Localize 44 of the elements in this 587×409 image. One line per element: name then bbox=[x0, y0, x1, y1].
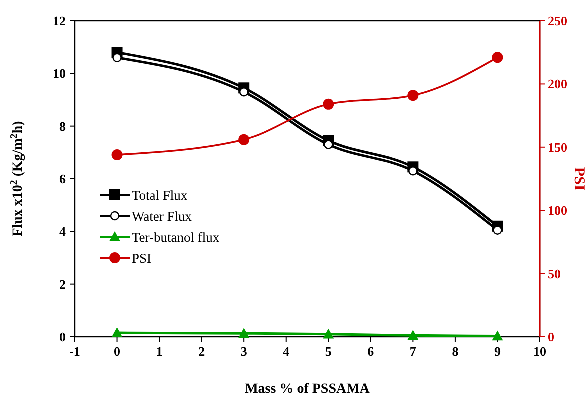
x-tick-label: 0 bbox=[114, 344, 121, 359]
y-tick-label: 2 bbox=[60, 276, 66, 292]
y-tick-label: 4 bbox=[60, 224, 66, 240]
point bbox=[492, 330, 504, 341]
point bbox=[239, 88, 249, 97]
y2-axis-title: PSI bbox=[571, 167, 587, 191]
point bbox=[408, 166, 418, 176]
point bbox=[323, 98, 334, 110]
point bbox=[238, 328, 250, 338]
x-tick-label: 2 bbox=[198, 344, 206, 359]
legend-label: Ter-butanol flux bbox=[132, 230, 220, 245]
x-tick-label: 5 bbox=[325, 344, 332, 359]
point bbox=[323, 328, 334, 339]
x-tick-label: 6 bbox=[368, 344, 375, 359]
x-axis-title: Mass % of PSSAMA bbox=[245, 382, 371, 397]
point bbox=[112, 149, 123, 160]
y2-tick-label: 0 bbox=[548, 330, 554, 344]
x-tick-label: -1 bbox=[70, 344, 80, 359]
y2-tick-label: 250 bbox=[548, 14, 568, 28]
point bbox=[408, 90, 419, 102]
x-tick-label: 10 bbox=[534, 344, 546, 359]
x-tick-label: 3 bbox=[240, 344, 248, 359]
point bbox=[324, 140, 334, 150]
y-tick-label: 8 bbox=[60, 118, 66, 134]
point bbox=[492, 52, 504, 64]
x-tick-label: 4 bbox=[283, 344, 290, 359]
x-tick-label: 8 bbox=[452, 344, 460, 359]
legend-label: Total Flux bbox=[132, 188, 188, 203]
y-tick-label: 6 bbox=[60, 172, 66, 186]
y-tick-label: 0 bbox=[60, 330, 66, 344]
legend-label: PSI bbox=[132, 251, 152, 266]
y2-tick-label: 100 bbox=[548, 203, 568, 218]
y2-tick-label: 150 bbox=[548, 140, 568, 155]
x-tick-label: 7 bbox=[410, 344, 417, 359]
point bbox=[238, 134, 250, 146]
point bbox=[408, 330, 419, 340]
y2-tick-label: 50 bbox=[548, 266, 561, 282]
x-tick-label: 1 bbox=[156, 344, 163, 359]
point bbox=[112, 328, 123, 338]
x-tick-label: 9 bbox=[494, 344, 502, 359]
y-tick-label: 10 bbox=[53, 66, 66, 82]
y-tick-label: 12 bbox=[53, 14, 66, 28]
y2-tick-label: 200 bbox=[548, 76, 568, 92]
legend-label: Water Flux bbox=[132, 209, 192, 224]
